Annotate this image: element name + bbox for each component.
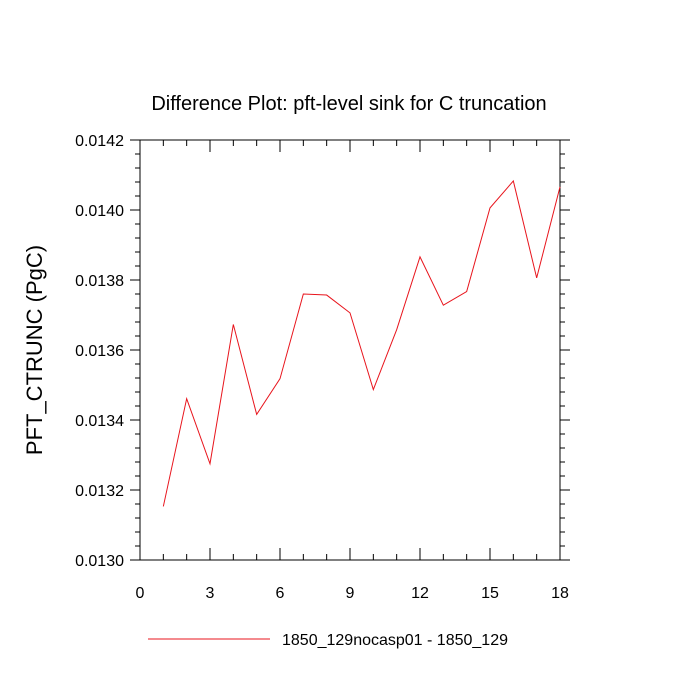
x-tick-label: 9 — [346, 585, 355, 602]
x-tick-label: 0 — [136, 585, 145, 602]
y-tick-label: 0.0132 — [75, 483, 124, 500]
y-tick-label: 0.0136 — [75, 343, 124, 360]
y-tick-label: 0.0134 — [75, 413, 124, 430]
series-line-1 — [162, 179, 561, 507]
x-tick-label: 12 — [411, 585, 429, 602]
chart-title: Difference Plot: pft-level sink for C tr… — [151, 93, 546, 115]
y-tick-label: 0.0140 — [75, 203, 124, 220]
x-tick-label: 3 — [206, 585, 215, 602]
y-axis-label: PFT_CTRUNC (PgC) — [22, 245, 47, 455]
legend: 1850_129nocasp01 - 1850_129 — [148, 632, 508, 649]
axis-ticks: 0 3 6 9 12 15 18 0.0130 0.0132 0.0134 0.0136 0.0138… — [75, 133, 570, 602]
x-tick-label: 6 — [276, 585, 285, 602]
y-tick-label: 0.0130 — [75, 553, 124, 570]
x-tick-label: 15 — [481, 585, 499, 602]
x-tick-label: 18 — [551, 585, 569, 602]
plot-frame — [139, 139, 561, 561]
legend-label-series-1: 1850_129nocasp01 - 1850_129 — [282, 632, 508, 649]
y-tick-label: 0.0142 — [75, 133, 124, 150]
y-tick-label: 0.0138 — [75, 273, 124, 290]
series-layer — [162, 179, 561, 507]
